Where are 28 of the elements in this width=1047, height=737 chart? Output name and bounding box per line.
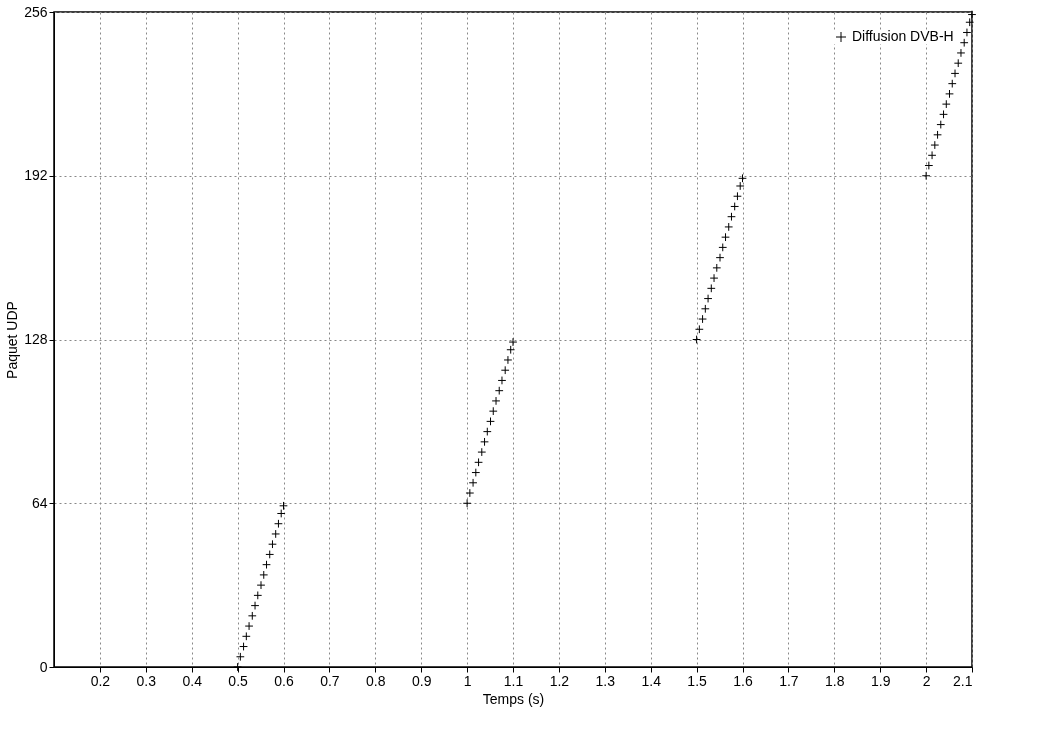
x-tick-label: 1.8 [825,672,845,689]
x-tick-label: 1.1 [503,672,524,689]
y-tick-label: 64 [31,494,48,511]
x-tick-label: 1.6 [733,672,753,689]
x-tick-label: 1.4 [641,672,662,689]
x-tick-label: 0.7 [320,672,340,689]
x-tick-label: 2 [922,672,931,689]
x-axis-title: Temps (s) [482,690,545,707]
x-tick-label: 1.7 [779,672,799,689]
x-tick-label: 0.6 [274,672,294,689]
y-tick-label: 192 [24,167,48,184]
x-tick-label: 0.4 [182,672,203,689]
y-tick-label: 0 [39,658,48,675]
x-tick-label: 1.2 [549,672,570,689]
x-tick-label: 0.3 [136,672,157,689]
legend-label: Diffusion DVB-H [852,28,954,44]
x-tick-label: 0.8 [366,672,386,689]
x-tick-label: 0.5 [228,672,249,689]
x-tick-label: 2.1 [953,672,973,689]
y-axis-title: Paquet UDP [4,301,21,379]
x-tick-label: 0.2 [90,672,111,689]
x-tick-label: 1.3 [595,672,616,689]
x-tick-label: 0.9 [411,672,432,689]
y-tick-label: 256 [24,3,48,20]
x-tick-label: 1 [463,672,472,689]
x-tick-label: 1.9 [870,672,891,689]
y-tick-label: 128 [24,331,48,347]
x-tick-label: 1.5 [687,672,708,689]
